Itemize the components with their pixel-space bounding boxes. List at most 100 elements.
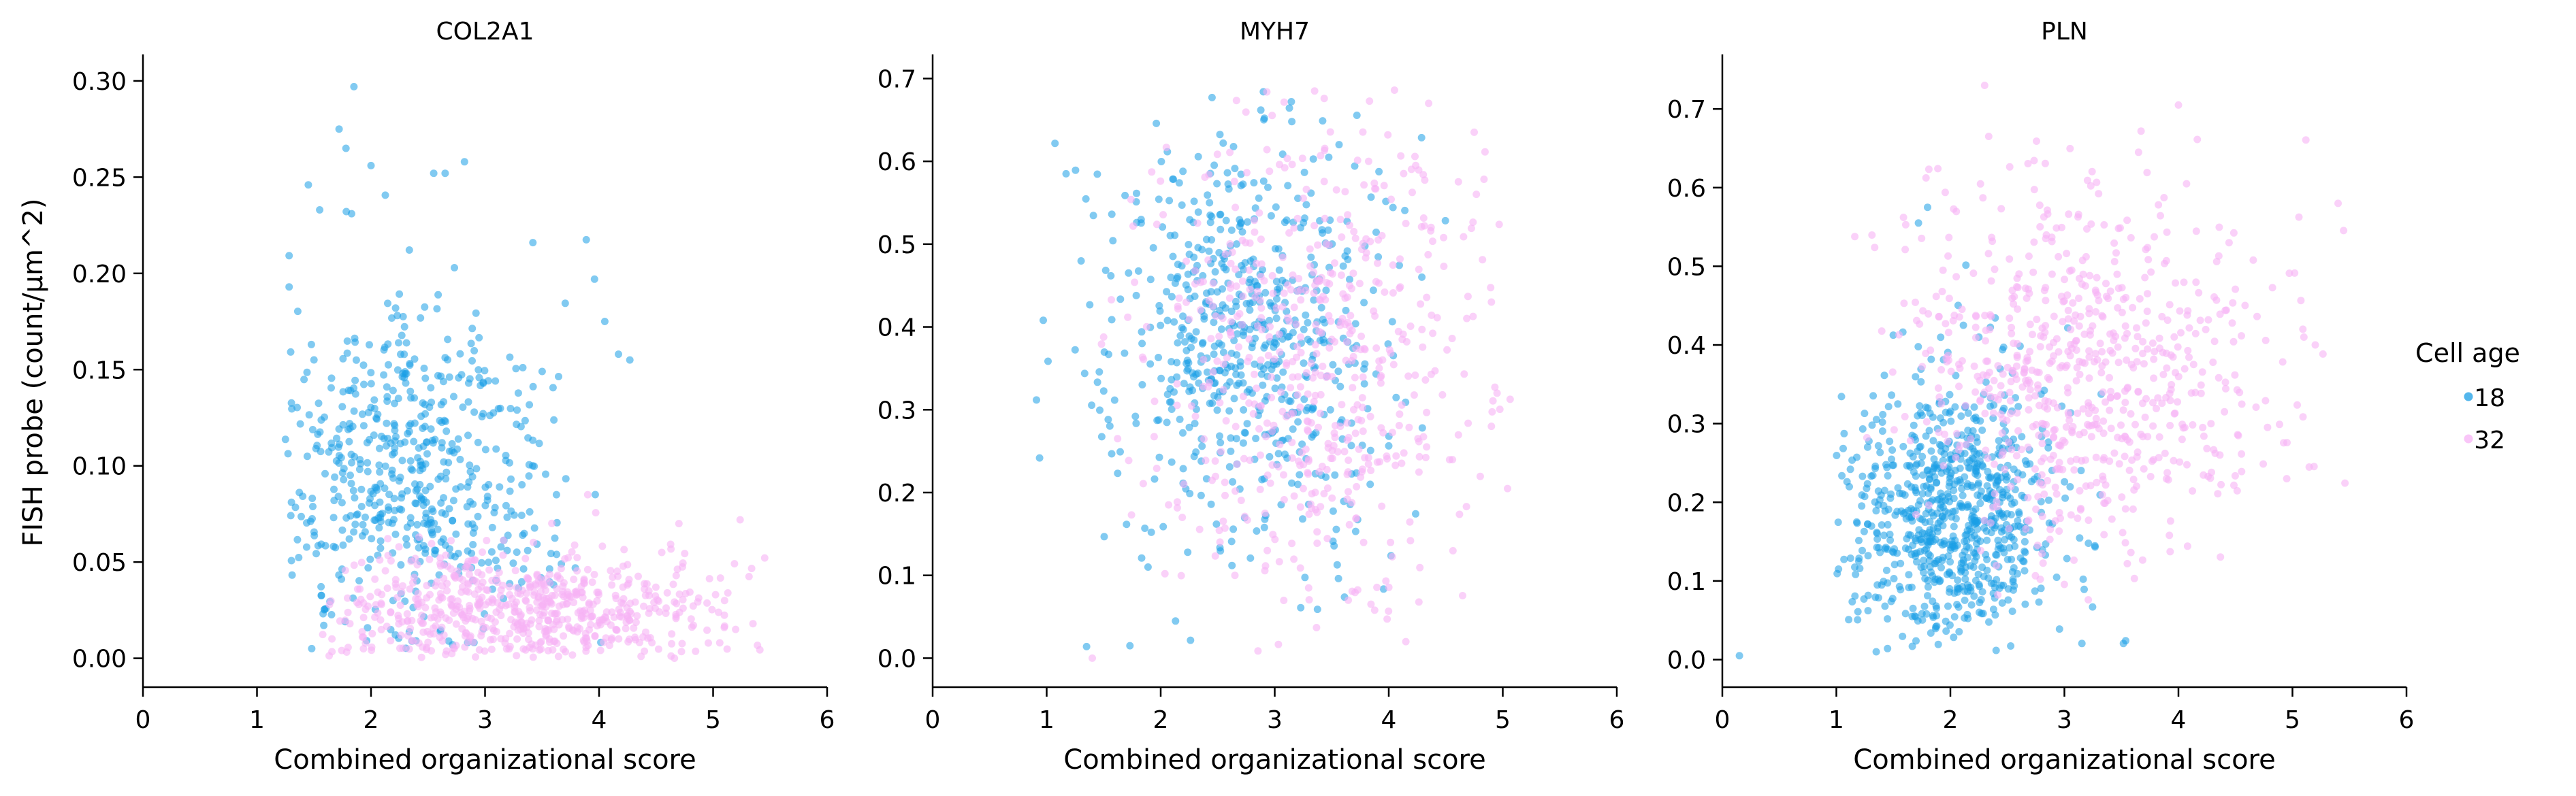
data-point-myh7-age-18: [1287, 397, 1295, 405]
data-point-myh7-age-32: [1239, 292, 1247, 300]
data-point-col2a1-age-18: [333, 434, 340, 442]
data-point-pln-age-18: [2037, 584, 2045, 593]
data-point-pln-age-32: [2183, 461, 2191, 469]
data-point-pln-age-32: [2024, 443, 2032, 451]
data-point-col2a1-age-18: [380, 371, 388, 379]
data-point-pln-age-32: [1925, 310, 1933, 318]
data-point-col2a1-age-18: [367, 161, 375, 169]
data-point-col2a1-age-18: [391, 304, 400, 312]
data-point-pln-age-32: [2080, 429, 2088, 437]
data-point-pln-age-32: [2222, 384, 2229, 393]
data-point-pln-age-18: [1991, 611, 1999, 619]
data-point-pln-age-18: [1873, 535, 1882, 543]
data-point-pln-age-32: [2031, 392, 2040, 400]
data-point-myh7-age-18: [1237, 371, 1245, 379]
data-point-myh7-age-32: [1385, 607, 1393, 615]
data-point-pln-age-18: [2004, 596, 2012, 604]
data-point-pln-age-32: [2137, 127, 2145, 135]
data-point-pln-age-18: [1924, 203, 1931, 212]
data-point-pln-age-32: [2121, 452, 2129, 461]
data-point-pln-age-18: [1950, 633, 1958, 642]
data-point-pln-age-18: [1914, 219, 1922, 227]
data-point-pln-age-18: [1890, 561, 1899, 569]
data-point-pln-age-18: [2006, 544, 2014, 552]
data-point-myh7-age-32: [1127, 195, 1135, 203]
data-point-myh7-age-32: [1266, 333, 1274, 341]
data-point-pln-age-32: [2008, 367, 2016, 375]
data-point-pln-age-18: [1933, 509, 1942, 517]
data-point-col2a1-age-18: [347, 450, 355, 459]
data-point-pln-age-18: [1929, 437, 1937, 445]
data-point-col2a1-age-18: [421, 422, 429, 431]
data-point-myh7-age-32: [1221, 478, 1229, 486]
data-point-pln-age-18: [1973, 438, 1981, 446]
data-point-col2a1-age-18: [423, 438, 431, 446]
data-point-myh7-age-32: [1288, 540, 1296, 548]
data-point-myh7-age-32: [1298, 154, 1306, 163]
data-point-pln-age-18: [1856, 565, 1864, 572]
data-point-myh7-age-18: [1217, 210, 1225, 218]
data-point-col2a1-age-32: [393, 593, 402, 601]
data-point-myh7-age-18: [1272, 278, 1281, 286]
data-point-col2a1-age-18: [442, 475, 450, 483]
data-point-pln-age-18: [1992, 646, 2000, 654]
data-point-myh7-age-32: [1440, 233, 1448, 242]
data-point-myh7-age-18: [1283, 454, 1291, 462]
data-point-col2a1-age-18: [444, 356, 451, 364]
data-point-pln-age-32: [2076, 370, 2084, 378]
data-point-col2a1-age-18: [434, 291, 442, 299]
data-point-myh7-age-32: [1360, 344, 1368, 352]
data-point-myh7-age-32: [1416, 563, 1424, 571]
data-point-myh7-age-32: [1372, 278, 1380, 286]
data-point-pln-age-32: [2106, 287, 2114, 295]
data-point-myh7-age-32: [1480, 176, 1488, 183]
y-tick-label: 0.3: [878, 397, 916, 425]
data-point-myh7-age-18: [1155, 453, 1163, 461]
data-point-myh7-age-32: [1338, 401, 1346, 409]
data-point-pln-age-32: [2116, 224, 2124, 232]
data-point-col2a1-age-18: [474, 366, 483, 374]
data-point-pln-age-32: [2295, 213, 2303, 221]
data-point-pln-age-32: [1991, 460, 1998, 468]
data-point-pln-age-32: [2253, 312, 2261, 320]
data-point-myh7-age-18: [1134, 267, 1142, 275]
data-point-pln-age-32: [2264, 423, 2272, 431]
data-point-col2a1-age-18: [538, 367, 546, 376]
data-point-myh7-age-18: [1288, 118, 1296, 126]
data-point-pln-age-18: [2014, 403, 2023, 411]
data-point-pln-age-18: [1874, 501, 1882, 509]
data-point-pln-age-18: [1894, 400, 1902, 408]
data-point-pln-age-32: [2010, 339, 2018, 348]
data-point-col2a1-age-18: [549, 384, 557, 392]
data-point-pln-age-32: [1901, 220, 1910, 229]
data-point-myh7-age-32: [1438, 391, 1447, 399]
data-point-myh7-age-32: [1331, 259, 1338, 267]
data-point-pln-age-32: [2162, 475, 2170, 483]
data-point-myh7-age-18: [1132, 419, 1140, 427]
data-point-pln-age-32: [1935, 393, 1944, 401]
data-point-pln-age-18: [1941, 508, 1949, 516]
data-point-col2a1-age-32: [474, 585, 483, 593]
data-point-col2a1-age-32: [358, 633, 366, 641]
data-point-pln-age-32: [1952, 273, 1961, 281]
data-point-pln-age-32: [2044, 405, 2051, 413]
data-point-col2a1-age-32: [529, 653, 537, 661]
data-point-myh7-age-18: [1217, 325, 1225, 333]
x-tick-label: 5: [1495, 706, 1511, 734]
data-point-pln-age-32: [2076, 486, 2084, 495]
data-point-myh7-age-18: [1326, 405, 1334, 414]
data-point-col2a1-age-18: [529, 436, 537, 444]
data-point-myh7-age-18: [1319, 316, 1327, 323]
data-point-col2a1-age-32: [438, 637, 447, 645]
data-point-col2a1-age-32: [368, 629, 376, 637]
data-point-pln-age-18: [1937, 501, 1945, 509]
data-point-pln-age-18: [1927, 629, 1935, 637]
data-point-myh7-age-32: [1388, 429, 1396, 437]
data-point-myh7-age-32: [1341, 294, 1349, 302]
data-point-pln-age-32: [2051, 426, 2059, 433]
data-point-pln-age-18: [1923, 537, 1931, 546]
data-point-pln-age-32: [2056, 363, 2064, 371]
data-point-col2a1-age-18: [391, 530, 400, 538]
data-point-pln-age-32: [2050, 399, 2057, 407]
data-point-pln-age-18: [1918, 490, 1927, 498]
